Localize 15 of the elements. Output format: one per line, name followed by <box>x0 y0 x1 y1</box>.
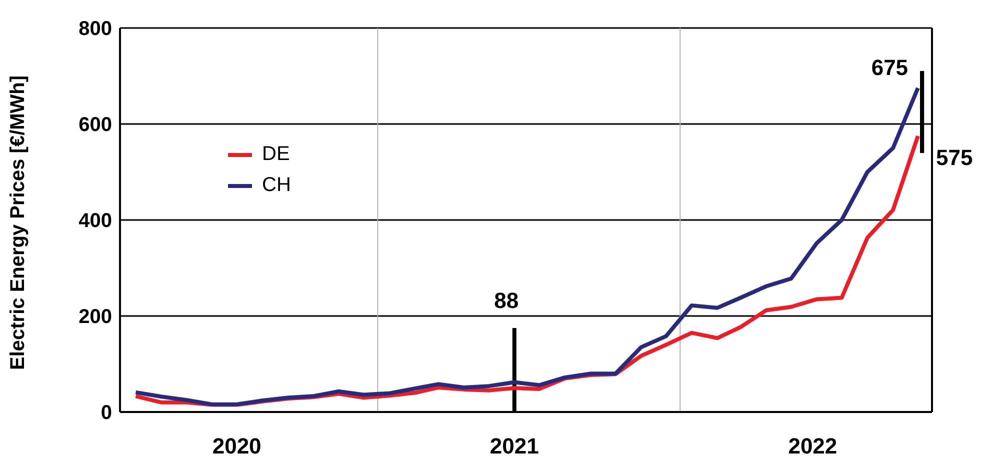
annotation: 575 <box>936 145 973 170</box>
y-tick-label: 0 <box>100 402 112 424</box>
y-axis-title: Electric Energy Prices [€/MWh] <box>7 75 30 370</box>
x-tick-label: 2020 <box>212 434 262 459</box>
y-tick-label: 600 <box>78 114 112 136</box>
x-tick-label: 2022 <box>788 434 838 459</box>
line-series <box>134 86 920 406</box>
legend-label: DE <box>262 143 290 166</box>
y-tick-label: 200 <box>78 306 112 328</box>
legend-label: CH <box>262 174 291 197</box>
annotation: 675 <box>871 55 908 80</box>
y-tick-label: 800 <box>78 18 112 40</box>
y-tick-label: 400 <box>78 210 112 232</box>
ref-line-label: 88 <box>494 288 519 313</box>
x-tick-label: 2021 <box>490 434 539 459</box>
